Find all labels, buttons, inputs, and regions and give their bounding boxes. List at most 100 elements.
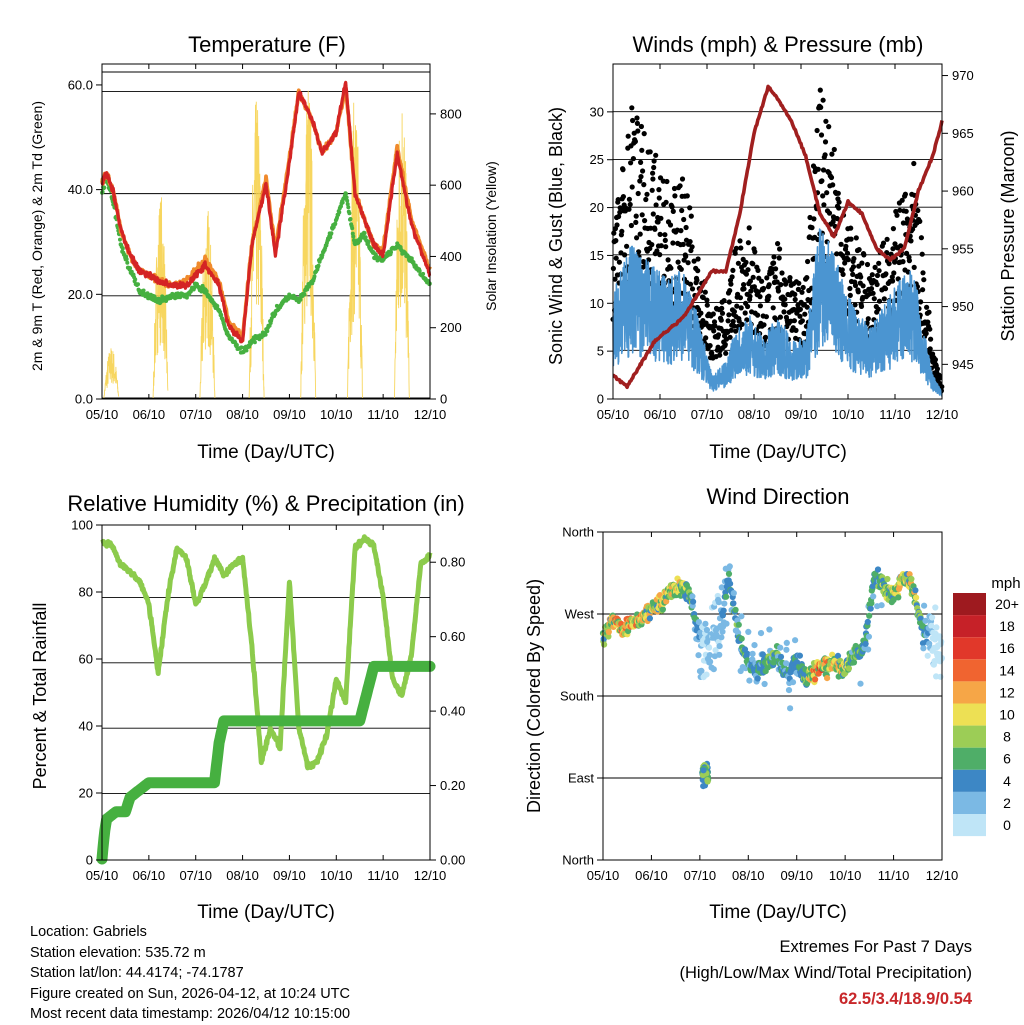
direction-point: [924, 652, 931, 659]
gust-point: [775, 241, 781, 247]
y2-tick-label: 0.20: [440, 778, 465, 793]
gust-point: [617, 205, 623, 211]
direction-point: [749, 650, 756, 657]
gust-point: [688, 213, 694, 219]
direction-point: [605, 628, 612, 636]
humidity-frame: [101, 524, 431, 861]
gust-point: [738, 245, 744, 251]
gust-point: [675, 259, 681, 265]
gust-point: [836, 199, 842, 205]
dewpoint-point: [273, 312, 278, 317]
gust-point: [763, 334, 769, 340]
x-tick-label: 12/10: [926, 407, 959, 422]
dewpoint-point: [316, 263, 321, 268]
winds-xlabel: Time (Day/UTC): [709, 442, 847, 463]
colorbar-label: 2: [1003, 795, 1011, 811]
dewpoint-point: [219, 312, 224, 317]
direction-point: [906, 571, 913, 578]
speed-colorbar: mph 20+ 18 16 14 12 10 8 6 4 2 0: [953, 575, 1021, 837]
direction-point: [725, 570, 733, 578]
gust-point: [851, 256, 857, 262]
temp-2m-line: [100, 80, 432, 344]
solar-insolation-line: [347, 102, 363, 399]
gust-point: [649, 187, 655, 193]
x-tick-label: 05/10: [587, 868, 620, 883]
direction-point: [913, 594, 920, 601]
direction-point: [783, 660, 790, 667]
gust-point: [822, 139, 829, 145]
x-tick-label: 09/10: [780, 868, 813, 883]
gust-point: [904, 250, 910, 256]
gust-point: [625, 133, 631, 139]
gust-point: [871, 296, 877, 302]
y2-tick-label: 0.80: [440, 555, 465, 570]
y-tick-label: 0.0: [75, 392, 93, 407]
extremes-subtitle: (High/Low/Max Wind/Total Precipitation): [679, 964, 972, 982]
extremes-title: Extremes For Past 7 Days: [779, 938, 972, 956]
gust-point: [641, 131, 647, 137]
gust-point: [658, 215, 664, 221]
gust-point: [830, 182, 836, 188]
gust-point: [770, 305, 776, 311]
direction-point: [715, 599, 723, 606]
gust-point: [717, 352, 723, 358]
gust-point: [679, 207, 685, 214]
gust-point: [848, 236, 854, 242]
dewpoint-point: [298, 297, 303, 302]
gust-point: [828, 174, 835, 181]
gust-point: [723, 350, 729, 356]
gust-point: [886, 261, 892, 267]
dewpoint-point: [363, 235, 368, 240]
gust-point: [671, 185, 678, 192]
colorbar-swatch: [953, 791, 986, 814]
gust-point: [664, 178, 670, 185]
x-tick-label: 11/10: [367, 868, 399, 883]
gust-point: [731, 323, 737, 329]
x-tick-label: 10/10: [829, 868, 862, 883]
gust-point: [745, 303, 751, 310]
y-tick-label: 15: [590, 248, 604, 263]
gust-point: [834, 251, 840, 257]
y2-tick-label: 0.40: [440, 704, 465, 719]
temperature-ylabel-right: Solar Insolation (Yellow): [483, 161, 499, 311]
gust-point: [702, 289, 708, 295]
dewpoint-point: [348, 217, 353, 221]
dewpoint-point: [141, 288, 146, 293]
gust-point: [718, 317, 724, 323]
x-tick-label: 10/10: [832, 407, 865, 422]
gust-point: [638, 123, 645, 130]
direction-point: [857, 680, 864, 687]
extremes-summary: Extremes For Past 7 Days (High/Low/Max W…: [679, 934, 972, 1012]
direction-point: [878, 602, 885, 609]
x-tick-label: 07/10: [179, 407, 212, 422]
winds-plot-area: 05/10 06/10 07/10 08/10 09/10 10/10 11/10 12/10…: [590, 64, 974, 422]
gust-point: [826, 210, 833, 216]
y-tick-label: 60: [79, 652, 93, 667]
gust-point: [894, 212, 900, 218]
dewpoint-point: [102, 185, 107, 190]
direction-point: [727, 580, 734, 587]
direction-point: [663, 598, 670, 605]
direction-tick-label: East: [568, 771, 594, 786]
direction-point: [723, 593, 730, 600]
gust-point: [741, 282, 747, 288]
dewpoint-point: [340, 200, 345, 205]
dewpoint-point: [302, 292, 307, 297]
gust-point: [876, 268, 882, 274]
gust-point: [900, 259, 906, 265]
direction-point: [890, 596, 897, 604]
colorbar-label: 18: [999, 618, 1015, 634]
dewpoint-point: [252, 340, 257, 345]
direction-point: [920, 645, 927, 652]
x-tick-label: 07/10: [684, 868, 717, 883]
gust-point: [797, 306, 804, 312]
gust-point: [921, 277, 927, 283]
gust-point: [777, 246, 783, 252]
gust-point: [874, 281, 880, 288]
temperature-title: Temperature (F): [188, 32, 346, 57]
gust-point: [835, 190, 841, 196]
direction-point: [929, 614, 936, 621]
dewpoint-point: [362, 231, 367, 236]
direction-point: [922, 617, 929, 624]
direction-point: [867, 605, 874, 612]
